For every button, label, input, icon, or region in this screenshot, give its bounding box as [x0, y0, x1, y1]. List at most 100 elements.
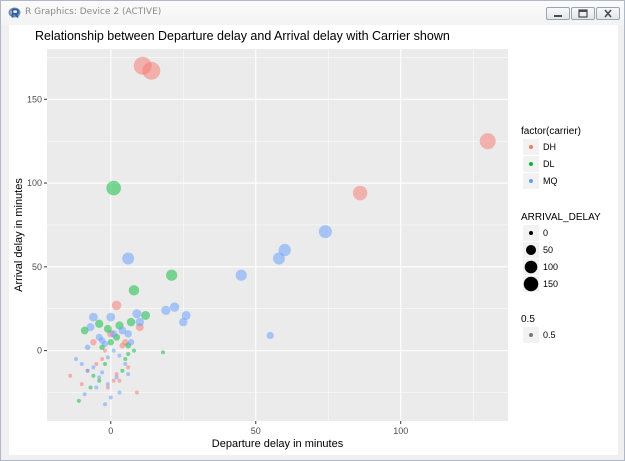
point-mq: [114, 375, 119, 380]
point-mq: [235, 269, 247, 281]
maximize-icon: [578, 9, 588, 18]
point-mq: [318, 225, 332, 239]
point-dh: [479, 133, 496, 150]
point-dl: [91, 373, 96, 378]
x-axis-label: Departure delay in minutes: [212, 438, 344, 450]
point-mq: [266, 331, 274, 340]
x-tick-label: 50: [251, 426, 261, 436]
axis-ticks: 0 50 100 0 50 100 150: [27, 94, 408, 436]
legend-size-label: 150: [543, 279, 558, 289]
point-mq: [97, 375, 102, 380]
point-dh: [105, 385, 110, 390]
point-dh: [126, 365, 131, 370]
point-mq: [105, 382, 110, 387]
legend: factor(carrier) DH DL MQ ARRIVAL_DELAY 0 50 100…: [521, 126, 601, 343]
point-mq: [94, 385, 99, 390]
point-mq: [161, 305, 171, 316]
point-dh: [90, 339, 97, 346]
point-dl: [131, 348, 136, 353]
point-dh: [94, 362, 99, 367]
point-dh: [134, 390, 139, 395]
plot-area: Relationship between Departure delay and…: [9, 25, 618, 455]
point-mq: [84, 344, 91, 351]
y-tick-label: 150: [27, 94, 42, 104]
y-tick-label: 100: [27, 178, 42, 188]
point-dl: [88, 385, 93, 390]
point-dh: [79, 382, 84, 387]
window-title: R Graphics: Device 2 (ACTIVE): [25, 7, 162, 17]
point-mq: [91, 365, 96, 370]
legend-size-dot: [529, 231, 533, 235]
legend-size-dot: [523, 276, 539, 292]
point-dh: [117, 378, 122, 383]
point-dl: [76, 398, 81, 403]
point-mq: [73, 357, 78, 361]
point-mq: [100, 370, 105, 375]
point-dh: [68, 373, 73, 378]
point-dl: [102, 362, 107, 367]
legend-size-label: 100: [543, 262, 558, 272]
scatter-chart: Relationship between Departure delay and…: [13, 29, 601, 450]
chart-title: Relationship between Departure delay and…: [35, 29, 450, 43]
point-dl: [97, 378, 102, 383]
x-tick-label: 100: [393, 426, 408, 436]
point-dl: [166, 269, 178, 281]
point-mq: [82, 392, 87, 397]
legend-size-dot: [525, 244, 537, 256]
y-axis-label: Arrival delay in minutes: [13, 178, 25, 292]
point-mq: [272, 252, 285, 265]
point-dl: [80, 326, 89, 335]
point-dl: [160, 350, 165, 355]
point-dl: [126, 351, 131, 356]
point-mq: [179, 317, 188, 327]
point-mq: [181, 310, 191, 320]
maximize-button[interactable]: [571, 7, 595, 20]
legend-title: factor(carrier): [521, 126, 581, 137]
x-tick-label: 0: [108, 426, 113, 436]
point-mq: [117, 353, 122, 358]
point-mq: [86, 323, 95, 332]
y-tick-label: 0: [37, 346, 42, 356]
y-tick-label: 50: [32, 262, 42, 272]
point-mq: [108, 395, 113, 400]
point-mq: [135, 317, 144, 327]
point-dh: [111, 378, 116, 383]
legend-size-label: 50: [543, 245, 553, 255]
point-mq: [111, 348, 116, 353]
point-mq: [105, 355, 110, 360]
point-dl: [141, 310, 151, 320]
point-dl: [107, 339, 114, 346]
point-dl: [126, 317, 136, 327]
point-mq: [98, 337, 106, 344]
data-points: [68, 56, 496, 407]
point-dl: [128, 285, 140, 296]
window-titlebar[interactable]: R Graphics: Device 2 (ACTIVE): [1, 1, 624, 25]
grid-lines: [47, 49, 508, 421]
close-button[interactable]: [596, 7, 620, 20]
point-mq: [118, 326, 127, 335]
minimize-button[interactable]: [546, 7, 570, 20]
point-dh: [142, 61, 161, 80]
point-dh: [100, 357, 105, 361]
point-dh: [352, 185, 368, 201]
point-mq: [123, 362, 128, 367]
point-mq: [106, 312, 116, 322]
point-dh: [119, 342, 126, 349]
point-mq: [127, 339, 135, 346]
point-mq: [85, 368, 90, 373]
point-mq: [88, 312, 98, 322]
point-dl: [120, 368, 125, 373]
point-dh: [102, 348, 107, 353]
point-dl: [123, 357, 128, 361]
close-icon: [604, 9, 612, 18]
minimize-icon: [554, 15, 562, 17]
point-mq: [124, 330, 132, 338]
legend-color-dot: [529, 145, 533, 149]
point-dl: [103, 324, 112, 333]
panel-background: [47, 49, 508, 421]
legend-title: 0.5: [521, 314, 535, 325]
legend-color-dot: [529, 179, 533, 183]
legend-size-label: 0: [543, 228, 548, 238]
point-mq: [117, 390, 122, 395]
